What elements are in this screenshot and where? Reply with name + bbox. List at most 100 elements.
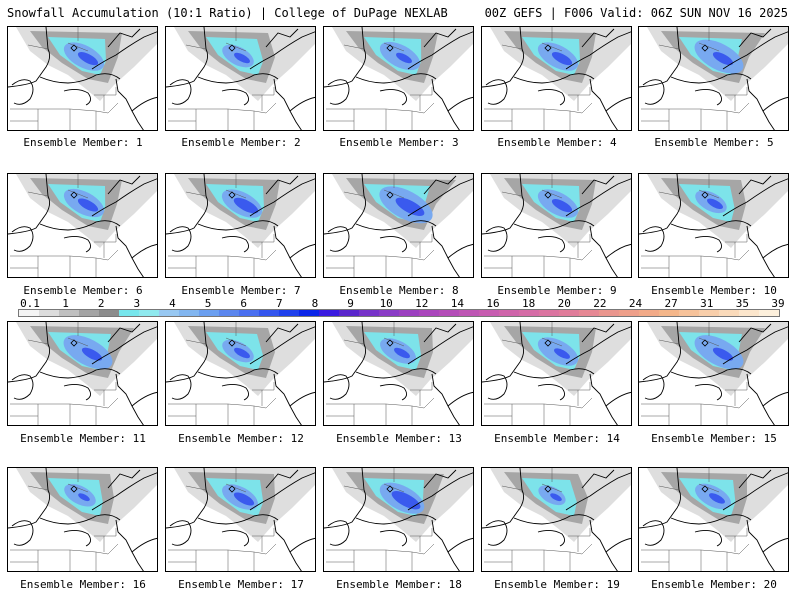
colorbar-swatch xyxy=(299,310,319,316)
member-map-20 xyxy=(638,467,789,572)
member-label-9: Ensemble Member: 9 xyxy=(497,284,617,297)
member-label-11: Ensemble Member: 11 xyxy=(20,432,146,445)
member-label-16: Ensemble Member: 16 xyxy=(20,578,146,591)
colorbar-swatch xyxy=(699,310,719,316)
colorbar-swatch xyxy=(379,310,399,316)
member-map-3 xyxy=(323,26,474,131)
member-label-7: Ensemble Member: 7 xyxy=(181,284,301,297)
member-map-14 xyxy=(481,321,632,426)
colorbar-tick: 39 xyxy=(771,297,785,310)
colorbar-swatch xyxy=(19,310,39,316)
colorbar-swatch xyxy=(539,310,559,316)
colorbar-swatch xyxy=(519,310,539,316)
colorbar-tick: 1 xyxy=(62,297,69,310)
member-label-2: Ensemble Member: 2 xyxy=(181,136,301,149)
member-label-15: Ensemble Member: 15 xyxy=(651,432,777,445)
colorbar-swatch xyxy=(719,310,739,316)
member-label-14: Ensemble Member: 14 xyxy=(494,432,620,445)
member-label-4: Ensemble Member: 4 xyxy=(497,136,617,149)
member-map-6 xyxy=(7,173,158,278)
colorbar-tick: 7 xyxy=(276,297,283,310)
colorbar-tick: 3 xyxy=(133,297,141,310)
colorbar-swatch xyxy=(399,310,419,316)
colorbar-swatch xyxy=(759,310,779,316)
member-map-11 xyxy=(7,321,158,426)
member-map-10 xyxy=(638,173,789,278)
member-label-3: Ensemble Member: 3 xyxy=(339,136,459,149)
colorbar-swatch xyxy=(199,310,219,316)
colorbar-tick: 4 xyxy=(169,297,176,310)
colorbar-swatch xyxy=(559,310,579,316)
member-map-12 xyxy=(165,321,316,426)
colorbar-swatch xyxy=(139,310,159,316)
member-map-18 xyxy=(323,467,474,572)
member-map-15 xyxy=(638,321,789,426)
member-label-20: Ensemble Member: 20 xyxy=(651,578,777,591)
member-map-16 xyxy=(7,467,158,572)
colorbar-tick: 0.1 xyxy=(20,297,40,310)
member-map-17 xyxy=(165,467,316,572)
colorbar-tick: 27 xyxy=(664,297,678,310)
colorbar-swatch xyxy=(99,310,119,316)
colorbar-swatch xyxy=(279,310,299,316)
colorbar-swatch xyxy=(479,310,499,316)
colorbar-tick: 20 xyxy=(557,297,571,310)
member-map-9 xyxy=(481,173,632,278)
member-label-18: Ensemble Member: 18 xyxy=(336,578,462,591)
colorbar-tick: 18 xyxy=(522,297,536,310)
colorbar-swatch xyxy=(599,310,619,316)
colorbar-tick: 2 xyxy=(97,297,105,310)
colorbar-swatch xyxy=(359,310,379,316)
run-info: 00Z GEFS | F006 Valid: 06Z SUN NOV 16 20… xyxy=(484,6,788,20)
colorbar-tick: 35 xyxy=(735,297,749,310)
member-label-13: Ensemble Member: 13 xyxy=(336,432,462,445)
colorbar-tick: 12 xyxy=(415,297,429,310)
map-title: Snowfall Accumulation (10:1 Ratio) | Col… xyxy=(7,6,448,20)
colorbar-swatch xyxy=(39,310,59,316)
colorbar-swatch xyxy=(499,310,519,316)
member-label-1: Ensemble Member: 1 xyxy=(23,136,143,149)
colorbar-tick: 24 xyxy=(628,297,643,310)
colorbar-swatch xyxy=(219,310,239,316)
colorbar-swatch xyxy=(639,310,659,316)
colorbar-swatch xyxy=(459,310,479,316)
member-label-6: Ensemble Member: 6 xyxy=(23,284,143,297)
member-map-13 xyxy=(323,321,474,426)
member-label-8: Ensemble Member: 8 xyxy=(339,284,459,297)
colorbar-swatch xyxy=(159,310,179,316)
colorbar-swatch xyxy=(739,310,759,316)
member-map-7 xyxy=(165,173,316,278)
colorbar-tick: 31 xyxy=(700,297,714,310)
colorbar-tick: 8 xyxy=(311,297,319,310)
colorbar-tick: 22 xyxy=(593,297,607,310)
member-map-8 xyxy=(323,173,474,278)
colorbar-ticks: 0.1 1 2 3 4 5 6 7 8 9 10 12 14 16 18 20 22 24 27 31 35 39 xyxy=(20,297,785,310)
colorbar xyxy=(18,309,780,317)
member-label-10: Ensemble Member: 10 xyxy=(651,284,777,297)
member-label-17: Ensemble Member: 17 xyxy=(178,578,304,591)
member-map-4 xyxy=(481,26,632,131)
colorbar-tick: 6 xyxy=(240,297,248,310)
colorbar-swatch xyxy=(659,310,679,316)
member-map-1 xyxy=(7,26,158,131)
colorbar-swatch xyxy=(679,310,699,316)
colorbar-swatch xyxy=(59,310,79,316)
colorbar-tick: 10 xyxy=(379,297,393,310)
member-map-2 xyxy=(165,26,316,131)
colorbar-tick: 14 xyxy=(450,297,465,310)
colorbar-tick: 5 xyxy=(204,297,212,310)
colorbar-swatch xyxy=(179,310,199,316)
colorbar-swatch xyxy=(79,310,99,316)
colorbar-swatch xyxy=(239,310,259,316)
colorbar-swatch xyxy=(619,310,639,316)
colorbar-swatch xyxy=(579,310,599,316)
colorbar-swatch xyxy=(419,310,439,316)
colorbar-swatch xyxy=(259,310,279,316)
member-label-5: Ensemble Member: 5 xyxy=(654,136,774,149)
colorbar-swatch xyxy=(439,310,459,316)
colorbar-tick: 9 xyxy=(347,297,354,310)
colorbar-swatch xyxy=(319,310,339,316)
member-label-19: Ensemble Member: 19 xyxy=(494,578,620,591)
member-label-12: Ensemble Member: 12 xyxy=(178,432,304,445)
colorbar-swatch xyxy=(119,310,139,316)
